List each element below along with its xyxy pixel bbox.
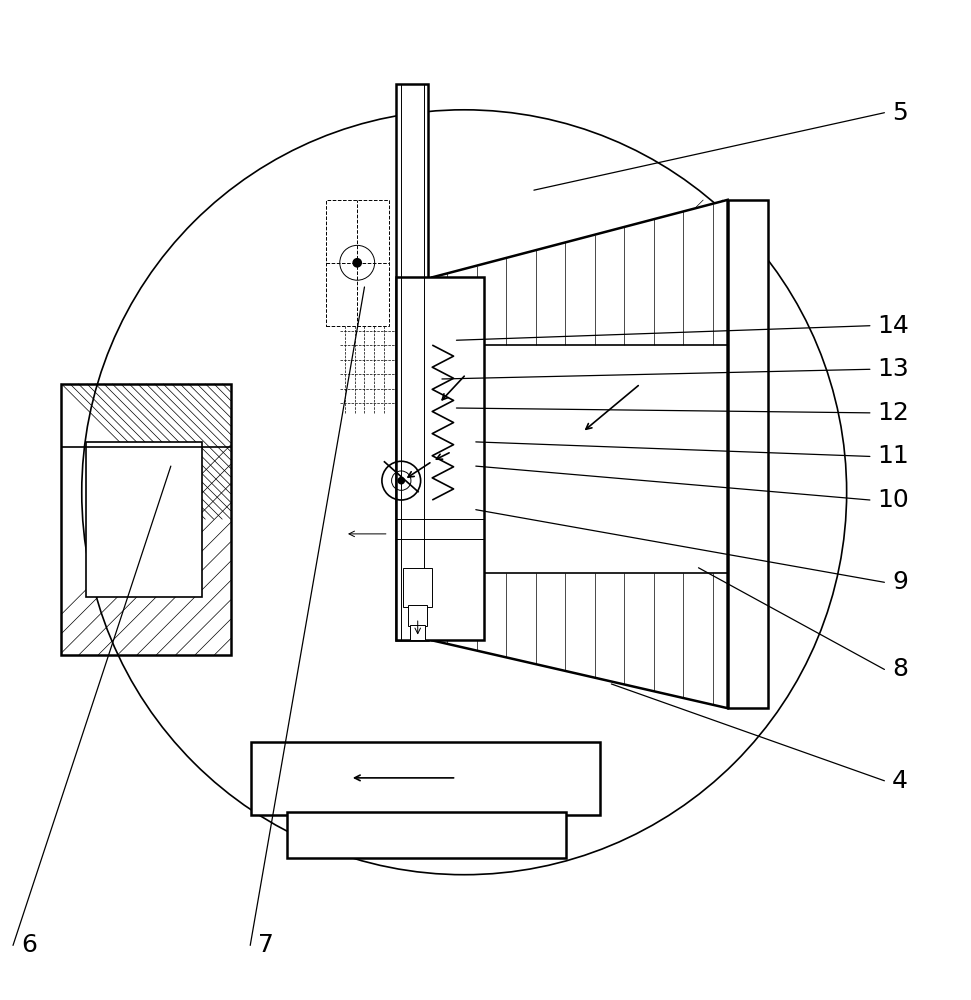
Circle shape [352,258,362,268]
Bar [410,625,425,640]
Circle shape [397,477,405,485]
Text: 14: 14 [878,314,910,338]
Text: 7: 7 [258,933,274,957]
Text: 13: 13 [878,357,910,381]
Bar [85,442,202,597]
Text: 5: 5 [892,101,908,125]
Text: 4: 4 [892,769,908,793]
Bar [61,384,231,655]
Bar [396,277,484,640]
Text: 12: 12 [878,401,910,425]
Text: 6: 6 [20,933,37,957]
Bar [408,605,427,626]
Text: 8: 8 [892,657,908,681]
Text: 9: 9 [892,570,908,594]
Bar [403,568,432,607]
Bar [287,812,566,858]
Bar [325,200,388,326]
Text: 11: 11 [878,444,910,468]
Bar [727,200,768,708]
Polygon shape [432,200,727,708]
Bar [251,742,600,815]
Bar [396,84,428,640]
Text: 10: 10 [878,488,910,512]
